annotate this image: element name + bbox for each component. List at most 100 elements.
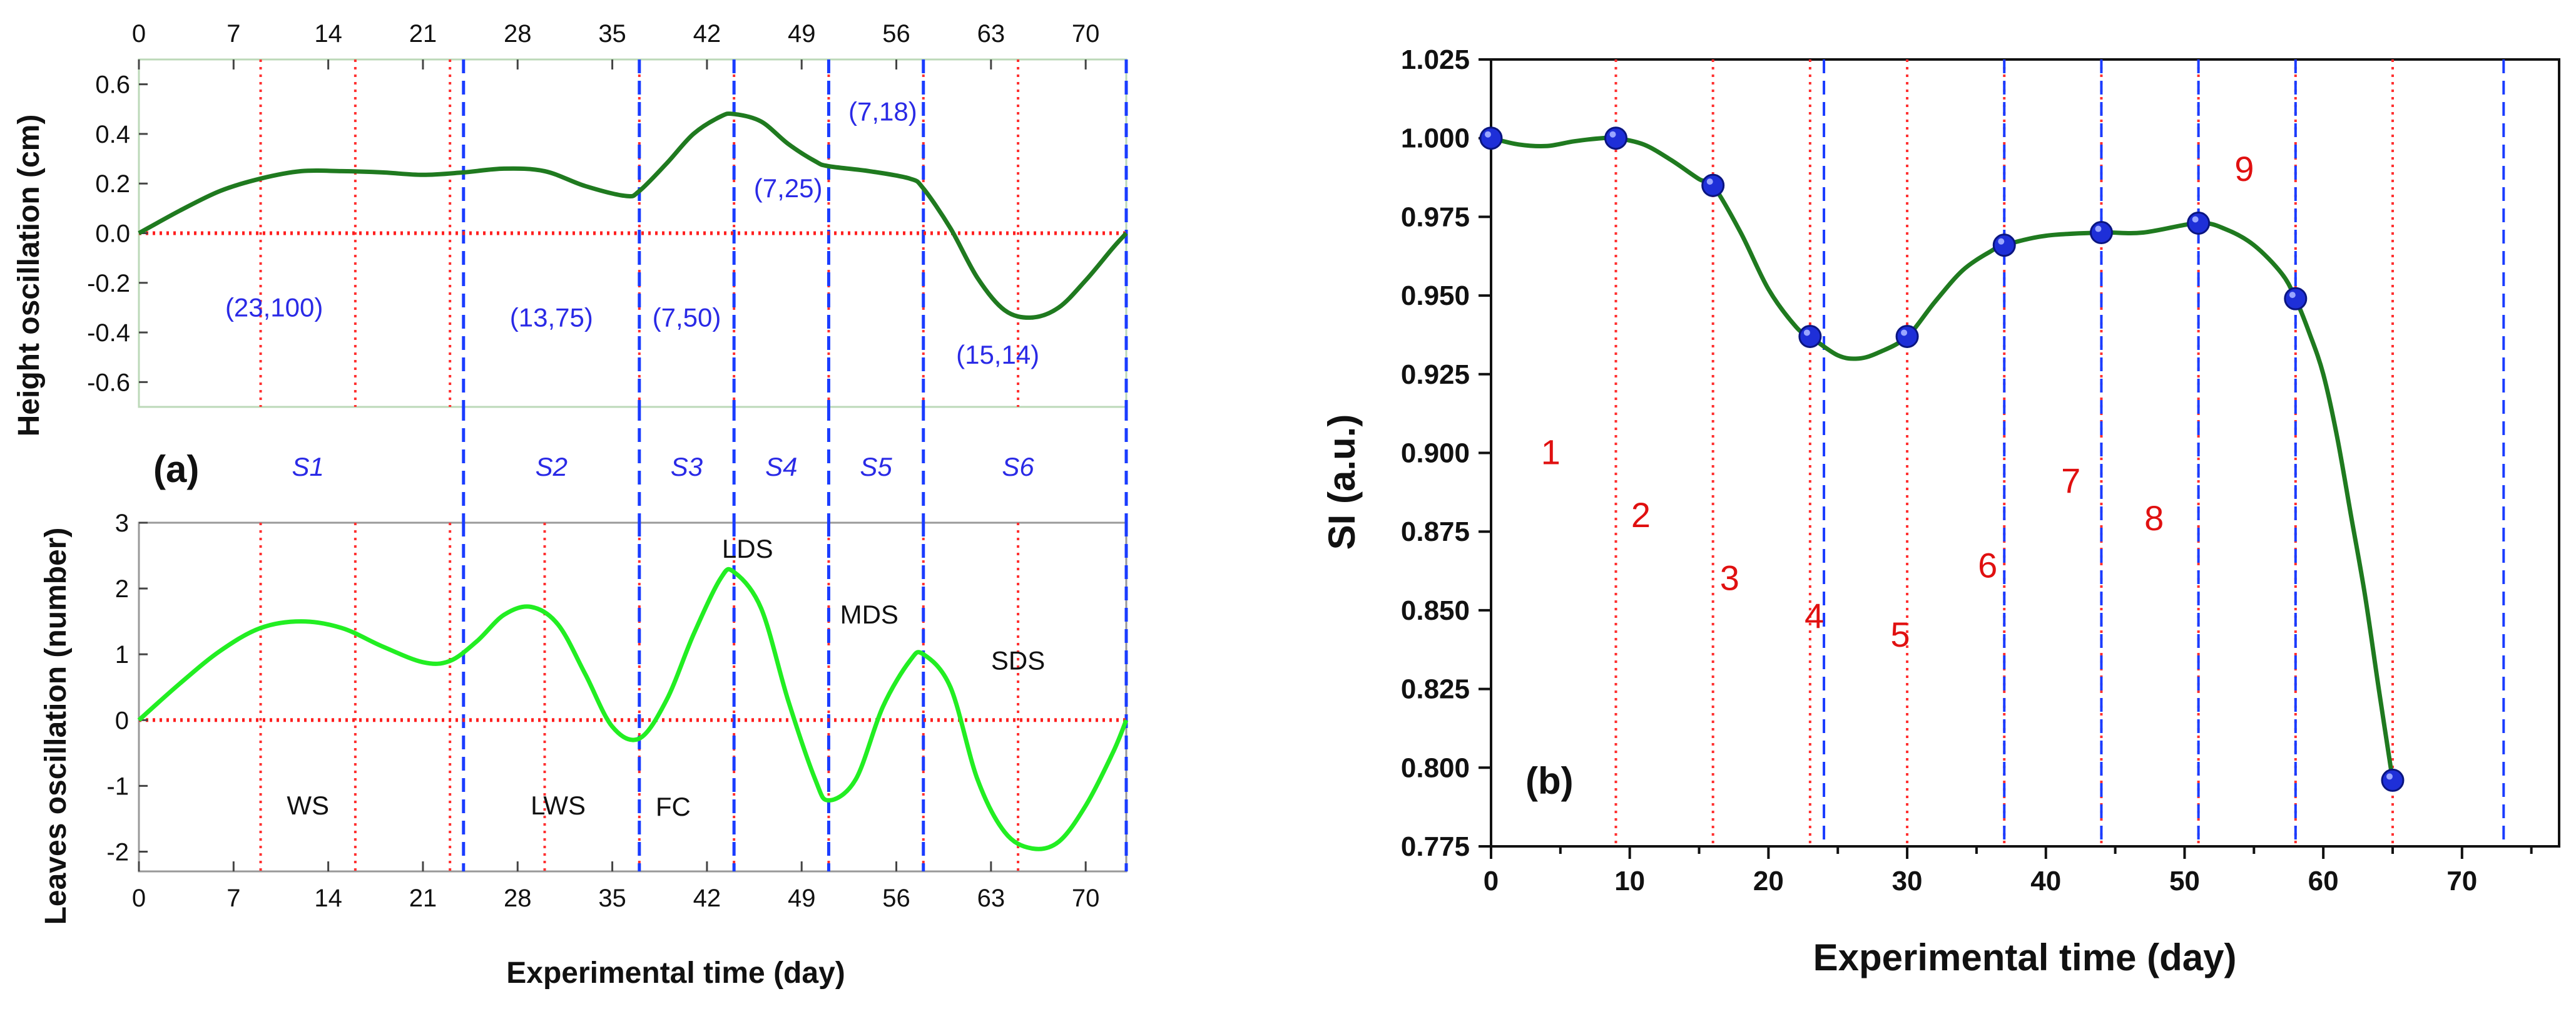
y-tick-label: 0.800 — [1401, 752, 1470, 783]
region-label: 8 — [2144, 498, 2164, 538]
stage-label: S1 — [292, 452, 324, 481]
interval-annotation: (7,25) — [754, 173, 823, 203]
region-label: 4 — [1805, 596, 1824, 635]
interval-annotation: (23,100) — [225, 292, 323, 322]
region-label: 9 — [2234, 149, 2254, 188]
stress-annotation: WS — [287, 791, 329, 820]
x-tick-label: 7 — [227, 885, 240, 912]
interval-annotation: (7,50) — [653, 302, 721, 332]
figure: 0 7 14 21 28 35 42 49 56 63 70-0.6-0.4-0.20.00.20.… — [0, 0, 2576, 1011]
y-tick-label: -0.4 — [87, 319, 130, 347]
y-tick-label: 0 — [115, 707, 129, 734]
si-series-line — [1491, 138, 2393, 781]
stage-label: S3 — [671, 452, 703, 481]
top-x-tick-label: 49 — [788, 20, 816, 48]
region-label: 5 — [1890, 615, 1910, 654]
region-label: 2 — [1631, 495, 1651, 535]
region-label: 1 — [1541, 433, 1560, 472]
stress-annotation: FC — [656, 792, 691, 821]
x-tick-label: 20 — [1753, 866, 1784, 896]
panel-b-label: (b) — [1525, 760, 1574, 802]
region-label: 3 — [1720, 558, 1739, 598]
x-tick-label: 56 — [882, 885, 910, 912]
top-x-tick-label: 63 — [977, 20, 1005, 48]
y-tick-label: 0.2 — [95, 170, 130, 198]
y-tick-label: 1 — [115, 641, 129, 669]
y-tick-label: 3 — [115, 510, 129, 537]
y-tick-label: 0.850 — [1401, 595, 1470, 626]
region-label: 6 — [1978, 546, 1997, 585]
si-data-point — [1993, 235, 2015, 256]
si-data-point-highlight — [1901, 329, 1907, 336]
y-tick-label: 0.950 — [1401, 280, 1470, 311]
region-label: 7 — [2061, 461, 2080, 500]
y-tick-label: -0.6 — [87, 369, 130, 396]
y-tick-label: -0.2 — [87, 270, 130, 297]
x-tick-label: 70 — [1072, 885, 1100, 912]
si-data-point-highlight — [1804, 329, 1810, 336]
stage-label: S4 — [765, 452, 797, 481]
stage-label: S6 — [1002, 452, 1034, 481]
top-x-tick-label: 21 — [409, 20, 437, 48]
si-data-point — [2285, 288, 2306, 309]
height-oscillation-chart: 0 7 14 21 28 35 42 49 56 63 70 -0.6 -0.4 -0.2 0.0 0.2 0.… — [87, 20, 1126, 407]
x-tick-label: 49 — [788, 885, 816, 912]
y-tick-label: 0.825 — [1401, 674, 1470, 705]
x-tick-label: 30 — [1892, 866, 1923, 896]
top-x-tick-label: 28 — [504, 20, 532, 48]
plot-frame — [1491, 59, 2559, 846]
si-data-point-highlight — [1707, 178, 1713, 185]
y-tick-label: 2 — [115, 575, 129, 603]
x-tick-label: 60 — [2308, 866, 2339, 896]
si-data-point-highlight — [2386, 773, 2393, 779]
height-series-line — [139, 113, 1126, 317]
si-data-point-highlight — [1485, 131, 1491, 138]
y-tick-label: 0.925 — [1401, 359, 1470, 390]
top-x-tick-label: 7 — [227, 20, 240, 48]
x-tick-label: 10 — [1614, 866, 1645, 896]
interval-annotation: (7,18) — [848, 96, 917, 126]
si-data-point — [1606, 128, 1627, 149]
panel-a-label: (a) — [153, 448, 199, 490]
leaves-y-axis-title: Leaves oscillation (number) — [39, 528, 73, 925]
si-data-point — [1800, 326, 1821, 347]
stress-annotation: MDS — [840, 600, 899, 629]
height-y-axis-title: Height oscillation (cm) — [13, 115, 46, 437]
x-tick-label: 70 — [2446, 866, 2477, 896]
leaves-oscillation-chart: 0 7 14 21 28 35 42 49 56 63 70 -2 -1 0 1 2 3 WS LWS FC LDS MD… — [106, 407, 1126, 912]
y-tick-label: 0.0 — [95, 220, 130, 248]
top-x-tick-label: 14 — [314, 20, 342, 48]
si-data-point — [2382, 769, 2403, 791]
x-tick-label: 42 — [693, 885, 721, 912]
top-x-tick-label: 42 — [693, 20, 721, 48]
y-tick-label: 0.975 — [1401, 202, 1470, 232]
y-tick-label: -1 — [106, 772, 129, 800]
si-data-point — [1480, 128, 1502, 149]
x-tick-label: 40 — [2030, 866, 2061, 896]
x-tick-label: 21 — [409, 885, 437, 912]
y-tick-label: 0.775 — [1401, 831, 1470, 862]
top-x-tick-label: 70 — [1072, 20, 1100, 48]
stress-annotation: SDS — [991, 646, 1045, 675]
x-tick-label: 0 — [1484, 866, 1499, 896]
si-data-point — [1703, 175, 1724, 196]
stress-annotation: LDS — [722, 534, 773, 563]
x-tick-label: 14 — [314, 885, 342, 912]
y-tick-label: 0.4 — [95, 121, 130, 148]
panel-a-x-axis-title: Experimental time (day) — [506, 957, 845, 990]
si-data-point-highlight — [2289, 292, 2296, 298]
stage-label: S5 — [860, 452, 892, 481]
x-tick-label: 50 — [2169, 866, 2200, 896]
si-chart: 0 10 20 30 40 50 60 70 0.775 0.800 0.825 0.850 0.875… — [1401, 44, 2559, 896]
x-tick-label: 0 — [132, 885, 146, 912]
y-tick-label: 0.6 — [95, 71, 130, 99]
y-tick-label: 0.900 — [1401, 438, 1470, 469]
si-data-point — [1896, 326, 1918, 347]
si-x-axis-title: Experimental time (day) — [1813, 937, 2237, 978]
si-data-point-highlight — [2192, 216, 2199, 222]
si-data-point-highlight — [2095, 226, 2101, 232]
si-data-point — [2188, 212, 2209, 234]
y-tick-label: -2 — [106, 838, 129, 866]
stress-annotation: LWS — [531, 791, 586, 820]
si-data-point-highlight — [1998, 239, 2004, 245]
